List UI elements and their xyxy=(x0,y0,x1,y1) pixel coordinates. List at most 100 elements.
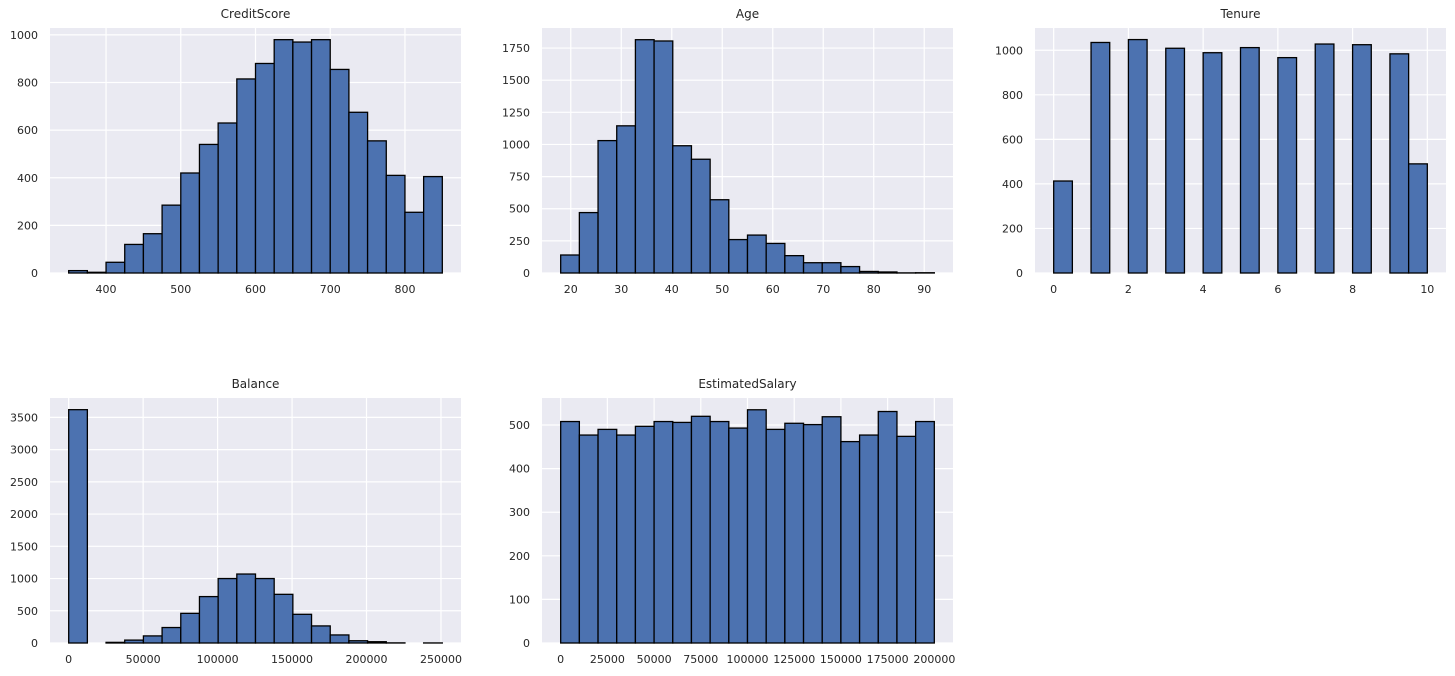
histogram-bar xyxy=(273,39,294,274)
histogram-bar xyxy=(385,174,406,274)
x-tick-label: 50000 xyxy=(637,653,672,666)
histogram-bar xyxy=(161,626,182,644)
histogram-bar xyxy=(1127,38,1148,274)
histogram-bar xyxy=(616,434,637,644)
x-tick-label: 25000 xyxy=(590,653,625,666)
histogram-bar xyxy=(329,68,350,274)
histogram-bar xyxy=(653,40,674,274)
x-tick-label: 80 xyxy=(867,283,881,296)
y-tick-label: 800 xyxy=(1002,89,1023,102)
histogram-bar xyxy=(198,143,219,274)
y-tick-label: 1000 xyxy=(10,29,38,42)
y-tick-label: 1000 xyxy=(995,44,1023,57)
y-tick-label: 100 xyxy=(509,593,530,606)
y-tick-label: 500 xyxy=(17,605,38,618)
y-tick-label: 3500 xyxy=(10,411,38,424)
histogram-bar xyxy=(1165,47,1186,274)
x-tick-label: 800 xyxy=(394,283,415,296)
histogram-bar xyxy=(653,420,674,644)
histogram-bar xyxy=(746,234,767,274)
histogram-bar xyxy=(597,428,618,644)
x-tick-label: 70 xyxy=(816,283,830,296)
x-tick-label: 100000 xyxy=(726,653,768,666)
y-tick-label: 1500 xyxy=(10,540,38,553)
y-tick-label: 600 xyxy=(17,124,38,137)
histogram-bar xyxy=(634,425,655,644)
histogram-bar xyxy=(802,262,823,274)
y-tick-label: 800 xyxy=(17,77,38,90)
histogram-bar xyxy=(765,242,786,274)
histogram-bar xyxy=(1277,56,1298,274)
x-tick-label: 0 xyxy=(557,653,564,666)
histogram-bar xyxy=(1053,180,1074,274)
histogram-bar xyxy=(180,172,201,274)
balance-plot: 0 500 1000 1500 2000 2500 3000 3500 0 50000 100000… xyxy=(10,398,462,666)
y-tick-label: 0 xyxy=(523,267,530,280)
histogram-bar xyxy=(709,199,730,274)
histogram-bar xyxy=(1407,163,1428,274)
y-tick-label: 2500 xyxy=(10,476,38,489)
histogram-bar xyxy=(821,262,842,274)
x-tick-label: 175000 xyxy=(867,653,909,666)
chart-title-balance: Balance xyxy=(231,377,280,391)
x-tick-label: 30 xyxy=(614,283,628,296)
chart-title-estimatedsalary: EstimatedSalary xyxy=(698,377,797,391)
histogram-bar xyxy=(560,254,581,274)
histogram-bar xyxy=(236,573,257,644)
histogram-bar xyxy=(746,409,767,644)
y-tick-label: 300 xyxy=(509,506,530,519)
histogram-bar xyxy=(124,639,145,644)
x-tick-label: 250000 xyxy=(420,653,462,666)
histogram-bar xyxy=(896,435,917,644)
x-tick-label: 6 xyxy=(1274,283,1281,296)
histogram-bar xyxy=(914,420,935,644)
histogram-bar xyxy=(105,641,126,644)
histogram-bar xyxy=(366,641,387,644)
histogram-bar xyxy=(1202,52,1223,274)
histogram-bar xyxy=(877,271,898,274)
y-tick-label: 750 xyxy=(509,171,530,184)
histogram-bar xyxy=(105,261,126,274)
histogram-bar xyxy=(68,269,89,274)
y-tick-label: 1750 xyxy=(502,42,530,55)
x-tick-label: 50 xyxy=(715,283,729,296)
histogram-bar xyxy=(422,175,443,274)
histogram-bar xyxy=(578,434,599,644)
histogram-bar xyxy=(858,270,879,274)
x-tick-label: 90 xyxy=(917,283,931,296)
x-tick-label: 0 xyxy=(65,653,72,666)
y-tick-label: 1250 xyxy=(502,106,530,119)
histogram-bar xyxy=(1389,53,1410,274)
y-tick-label: 200 xyxy=(17,219,38,232)
y-tick-label: 1000 xyxy=(10,573,38,586)
histogram-bar xyxy=(273,593,294,644)
tenure-plot: 0 200 400 600 800 1000 0 2 4 6 8 10 xyxy=(995,28,1446,296)
histogram-bar xyxy=(254,577,275,644)
balance-histogram: Balance 0 500 1000 1500 2000 2500 3000 3500 0 500… xyxy=(0,370,492,676)
x-tick-label: 200000 xyxy=(913,653,955,666)
histogram-bar xyxy=(348,111,369,274)
age-histogram: Age 0 250 500 750 1000 1250 1500 1750 20 30 40 50 60… xyxy=(492,0,984,310)
y-tick-label: 1500 xyxy=(502,74,530,87)
chart-title-age: Age xyxy=(735,7,760,21)
histogram-bar xyxy=(1351,44,1372,274)
x-tick-label: 50000 xyxy=(126,653,161,666)
histogram-bar xyxy=(366,140,387,274)
histogram-bar xyxy=(292,613,313,644)
y-tick-label: 2000 xyxy=(10,508,38,521)
x-tick-label: 700 xyxy=(320,283,341,296)
chart-title-creditscore: CreditScore xyxy=(220,7,291,21)
x-tick-label: 2 xyxy=(1125,283,1132,296)
y-tick-label: 250 xyxy=(509,235,530,248)
y-tick-label: 400 xyxy=(509,463,530,476)
histogram-bar xyxy=(329,634,350,644)
histogram-bar xyxy=(709,420,730,644)
histogram-bar xyxy=(1239,46,1260,274)
histogram-bar xyxy=(236,78,257,274)
creditscore-plot: 0 200 400 600 800 1000 400 500 600 700 800 xyxy=(10,28,461,296)
histogram-bar xyxy=(765,428,786,644)
y-tick-label: 0 xyxy=(1016,267,1023,280)
y-tick-label: 600 xyxy=(1002,133,1023,146)
tenure-histogram: Tenure 0 200 400 600 800 1000 0 2 4 6 8 10 xyxy=(985,0,1455,310)
y-tick-label: 400 xyxy=(17,172,38,185)
